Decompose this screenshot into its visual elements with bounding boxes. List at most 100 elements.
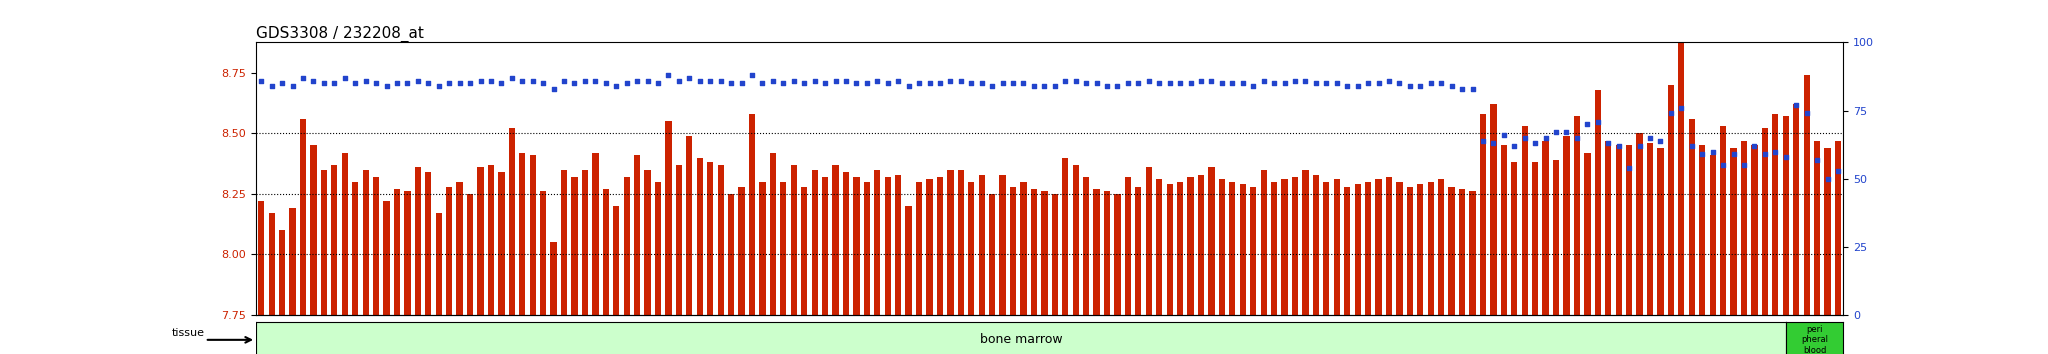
Point [1278, 78, 1311, 84]
Point [412, 80, 444, 86]
Point [1507, 135, 1540, 141]
Point [246, 78, 279, 84]
Bar [999, 175, 1006, 315]
Point [496, 75, 528, 81]
Bar [1354, 184, 1360, 315]
Bar [1731, 148, 1737, 315]
Bar [739, 187, 745, 315]
Bar [582, 170, 588, 315]
Bar [1364, 182, 1372, 315]
Point [1769, 154, 1802, 160]
Bar [989, 194, 995, 315]
Bar [1710, 155, 1716, 315]
Bar [1690, 119, 1696, 315]
Bar [1532, 162, 1538, 315]
Point [987, 80, 1020, 86]
Bar [948, 170, 954, 315]
Point [569, 78, 602, 84]
Bar [1741, 141, 1747, 315]
Point [1686, 152, 1718, 157]
Bar [1751, 145, 1757, 315]
Point [350, 78, 383, 84]
Bar [1427, 182, 1434, 315]
Point [1257, 80, 1290, 86]
Bar [1407, 187, 1413, 315]
Bar [1083, 177, 1090, 315]
Point [1311, 80, 1343, 86]
Bar [467, 194, 473, 315]
Bar [561, 170, 567, 315]
Bar [1448, 187, 1454, 315]
Point [1487, 132, 1520, 138]
Bar [487, 165, 494, 315]
Point [934, 78, 967, 84]
Bar [1303, 170, 1309, 315]
Point [1624, 143, 1657, 149]
Text: bone marrow: bone marrow [979, 333, 1063, 346]
Point [1038, 83, 1071, 89]
Bar [1522, 126, 1528, 315]
Point [1227, 80, 1260, 86]
Bar [979, 175, 985, 315]
Bar [1616, 145, 1622, 315]
Bar [1511, 162, 1518, 315]
Point [1372, 78, 1405, 84]
Bar [1794, 104, 1800, 315]
Point [715, 80, 748, 86]
Text: peri
pheral
blood: peri pheral blood [1800, 325, 1829, 354]
Bar [1282, 179, 1288, 315]
Bar [801, 187, 807, 315]
Bar [717, 165, 723, 315]
Point [788, 80, 821, 86]
Point [1581, 119, 1614, 124]
Point [819, 78, 852, 84]
Bar [1386, 177, 1393, 315]
Point [1780, 102, 1812, 108]
Bar [1700, 145, 1706, 315]
Point [442, 80, 475, 86]
Bar [592, 153, 598, 315]
Bar [1815, 141, 1821, 315]
Bar [696, 158, 702, 315]
Bar [1229, 182, 1235, 315]
Bar [426, 172, 432, 315]
Bar [1438, 179, 1444, 315]
Point [485, 80, 518, 86]
Bar [1104, 192, 1110, 315]
Point [537, 86, 569, 92]
Bar [1178, 182, 1184, 315]
Bar [518, 153, 526, 315]
Bar [1010, 187, 1016, 315]
Point [1341, 83, 1374, 89]
Point [954, 80, 987, 86]
Bar [352, 182, 358, 315]
Point [1729, 162, 1761, 168]
Point [1477, 141, 1509, 146]
Bar [936, 177, 942, 315]
Bar [1772, 114, 1778, 315]
Bar [1292, 177, 1298, 315]
Bar [403, 192, 410, 315]
Point [475, 78, 508, 84]
Point [1749, 152, 1782, 157]
Point [455, 80, 487, 86]
Bar [1020, 182, 1026, 315]
Point [965, 80, 997, 86]
Point [297, 78, 330, 84]
Point [1415, 80, 1448, 86]
Bar [1272, 182, 1278, 315]
Point [1405, 83, 1438, 89]
Bar [289, 209, 295, 315]
Bar [1208, 167, 1214, 315]
Point [256, 83, 289, 89]
Bar [1157, 179, 1163, 315]
Point [328, 75, 360, 81]
Point [1247, 78, 1280, 84]
Bar [1563, 136, 1569, 315]
Point [1561, 135, 1593, 141]
Point [1530, 135, 1563, 141]
Point [641, 80, 674, 86]
Bar [791, 165, 797, 315]
Bar [885, 177, 891, 315]
Point [317, 80, 350, 86]
